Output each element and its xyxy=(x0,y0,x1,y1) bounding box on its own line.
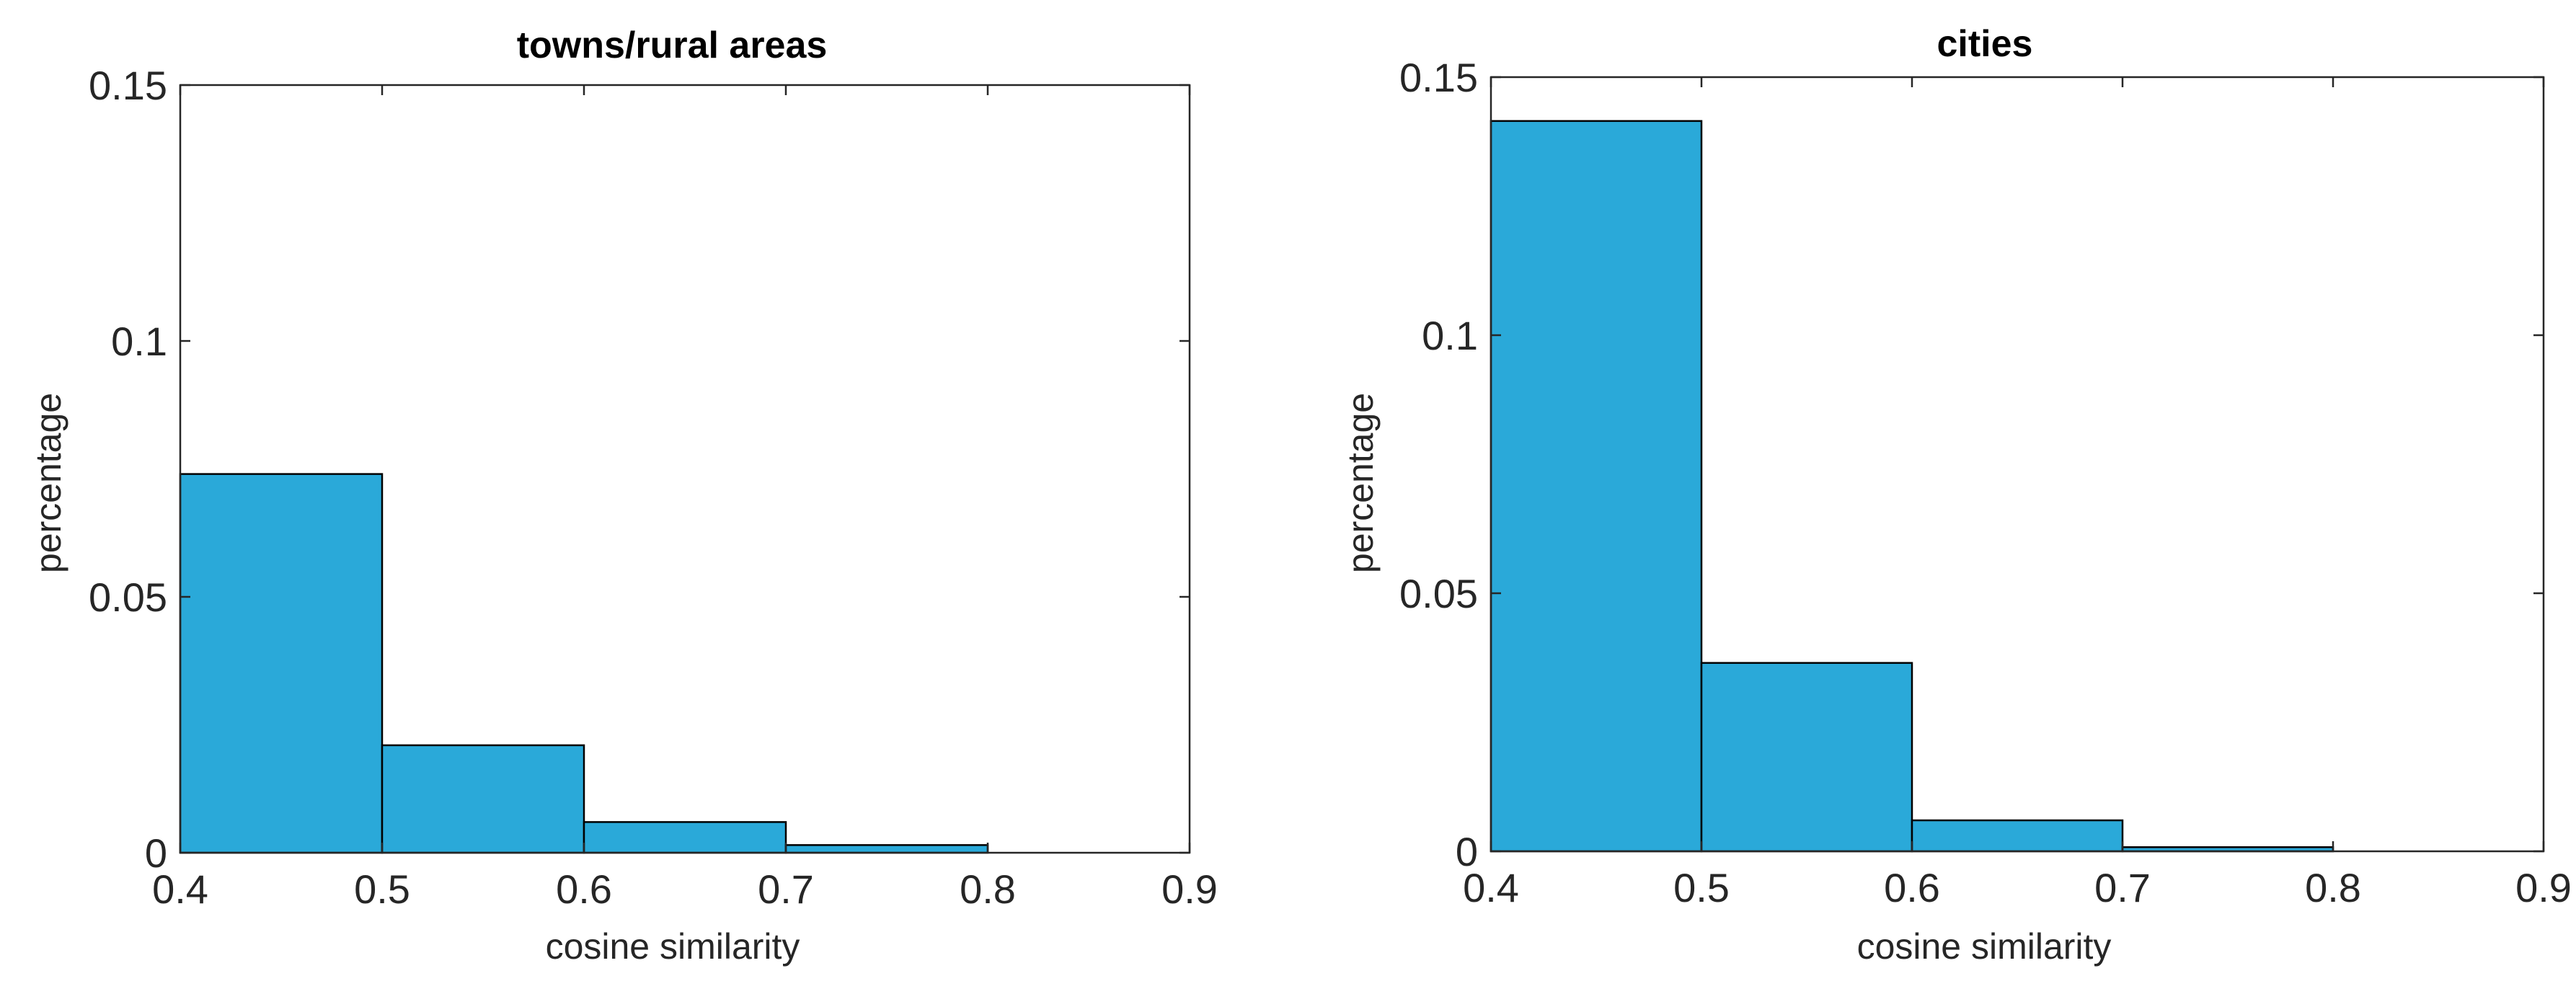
x-tick-labels: 0.4 0.5 0.6 0.7 0.8 0.9 xyxy=(152,866,1218,912)
histogram-bar xyxy=(1700,662,1913,853)
y-tick-label: 0.15 xyxy=(89,63,167,108)
y-tick-labels: 0 0.05 0.1 0.15 xyxy=(89,63,167,876)
x-tick-label: 0.5 xyxy=(1673,865,1730,910)
y-tick-label: 0 xyxy=(1456,829,1478,874)
y-tick-label: 0.15 xyxy=(1399,55,1478,100)
y-tick-label: 0.05 xyxy=(1399,571,1478,616)
axes-box xyxy=(179,84,1191,854)
x-tick-label: 0.7 xyxy=(2094,865,2151,910)
chart-title: cities xyxy=(1937,23,2033,65)
y-axis-label: percentage xyxy=(1340,393,1381,573)
histogram-bar xyxy=(1911,819,2124,853)
x-tick-label: 0.8 xyxy=(960,866,1016,912)
y-tick-label: 0.1 xyxy=(111,319,167,364)
x-tick-label: 0.9 xyxy=(2515,865,2572,910)
y-tick-labels: 0 0.05 0.1 0.15 xyxy=(1399,55,1478,874)
histogram-bar xyxy=(381,744,585,854)
x-tick-label: 0.4 xyxy=(1463,865,1519,910)
y-axis-label: percentage xyxy=(28,393,68,573)
axes-box xyxy=(1490,76,2545,853)
histogram-bar xyxy=(784,844,989,854)
y-tick-label: 0 xyxy=(145,830,167,876)
x-tick-labels: 0.4 0.5 0.6 0.7 0.8 0.9 xyxy=(1463,865,2572,910)
y-tick-label: 0.1 xyxy=(1422,313,1478,358)
histogram-bar xyxy=(179,473,384,854)
histogram-cities: cities percentage cosine similarity 0.4 0… xyxy=(1340,23,2572,967)
x-tick-label: 0.6 xyxy=(1884,865,1940,910)
x-tick-label: 0.7 xyxy=(758,866,814,912)
chart-title: towns/rural areas xyxy=(517,25,828,66)
x-tick-label: 0.9 xyxy=(1161,866,1218,912)
x-tick-label: 0.4 xyxy=(152,866,208,912)
x-axis-label: cosine similarity xyxy=(546,926,800,967)
x-tick-label: 0.6 xyxy=(556,866,612,912)
histogram-bar xyxy=(583,821,787,854)
histogram-bar xyxy=(1490,120,1703,853)
x-tick-label: 0.8 xyxy=(2305,865,2361,910)
histogram-towns-rural: towns/rural areas percentage cosine simi… xyxy=(28,25,1218,967)
x-tick-label: 0.5 xyxy=(354,866,410,912)
bars xyxy=(1490,120,2334,853)
y-tick-label: 0.05 xyxy=(89,575,167,620)
x-axis-label: cosine similarity xyxy=(1857,926,2112,967)
